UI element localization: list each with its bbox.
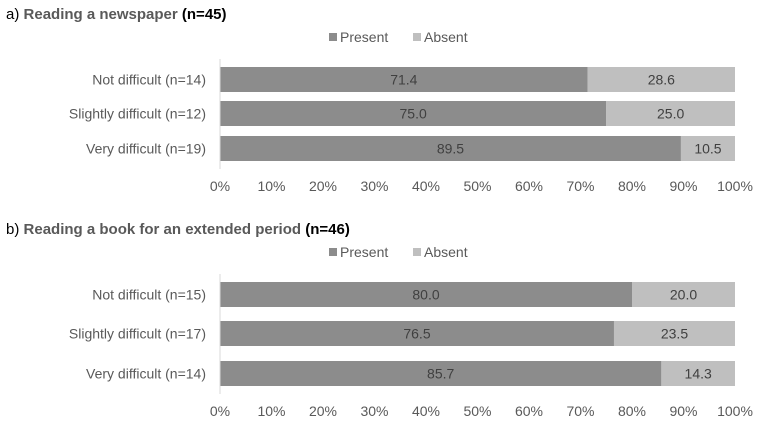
x-tick-label: 20% xyxy=(309,178,337,194)
bar-segment-absent xyxy=(613,321,735,346)
data-label-present: 80.0 xyxy=(412,287,439,303)
data-label-present: 89.5 xyxy=(437,141,464,157)
data-label-present: 76.5 xyxy=(403,326,430,342)
x-tick-label: 70% xyxy=(566,403,594,419)
chart-title-n: (n=46) xyxy=(301,221,350,238)
bar-segment-present xyxy=(220,67,588,92)
chart-title: b) Reading a book for an extended period… xyxy=(6,221,350,238)
data-label-present: 75.0 xyxy=(400,106,427,122)
category-label: Very difficult (n=19) xyxy=(86,141,206,157)
category-label: Not difficult (n=14) xyxy=(92,72,206,88)
legend-label-present: Present xyxy=(340,244,388,260)
legend-swatch-present xyxy=(329,33,337,41)
x-tick-label: 90% xyxy=(669,178,697,194)
category-label: Not difficult (n=15) xyxy=(92,287,206,303)
bar-segment-absent xyxy=(587,67,735,92)
x-tick-label: 30% xyxy=(360,403,388,419)
x-tick-label: 40% xyxy=(412,178,440,194)
x-tick-label: 0% xyxy=(210,403,230,419)
x-tick-label: 0% xyxy=(210,178,230,194)
legend-swatch-present xyxy=(329,248,337,256)
chart-panel-1: a) Reading a newspaper (n=45) Present Abse… xyxy=(6,6,753,194)
chart-title-prefix: b) xyxy=(6,221,24,238)
bar-segment-absent xyxy=(632,282,735,307)
bar-segment-present xyxy=(220,321,614,346)
data-label-absent: 23.5 xyxy=(661,326,688,342)
bar-segment-absent xyxy=(680,136,735,161)
chart-title-prefix: a) xyxy=(6,6,24,23)
bar-segment-absent xyxy=(606,101,735,126)
x-tick-label: 50% xyxy=(463,403,491,419)
data-label-absent: 10.5 xyxy=(694,141,721,157)
legend-label-absent: Absent xyxy=(424,244,468,260)
category-label: Slightly difficult (n=17) xyxy=(69,326,206,342)
data-label-absent: 25.0 xyxy=(657,106,684,122)
x-tick-label: 70% xyxy=(566,178,594,194)
bar-segment-present xyxy=(220,361,662,386)
legend-label-present: Present xyxy=(340,29,388,45)
legend-swatch-absent xyxy=(413,248,421,256)
x-tick-label: 100% xyxy=(717,403,753,419)
data-label-absent: 28.6 xyxy=(648,72,675,88)
data-label-absent: 14.3 xyxy=(685,366,712,382)
bar-segment-present xyxy=(220,101,607,126)
chart-title-text: Reading a book for an extended period xyxy=(24,221,302,238)
x-tick-label: 30% xyxy=(360,178,388,194)
x-tick-label: 20% xyxy=(309,403,337,419)
x-tick-label: 60% xyxy=(515,178,543,194)
x-tick-label: 80% xyxy=(618,403,646,419)
x-tick-label: 10% xyxy=(257,403,285,419)
x-tick-label: 60% xyxy=(515,403,543,419)
data-label-present: 71.4 xyxy=(390,72,417,88)
data-label-absent: 20.0 xyxy=(670,287,697,303)
legend: Present Absent xyxy=(329,244,468,260)
bar-segment-absent xyxy=(661,361,735,386)
category-label: Slightly difficult (n=12) xyxy=(69,106,206,122)
bar-segment-present xyxy=(220,136,681,161)
x-tick-label: 50% xyxy=(463,178,491,194)
legend-label-absent: Absent xyxy=(424,29,468,45)
x-tick-label: 40% xyxy=(412,403,440,419)
bar-segment-present xyxy=(220,282,632,307)
chart-title-n: (n=45) xyxy=(178,6,227,23)
x-tick-label: 10% xyxy=(257,178,285,194)
chart-panel-2: b) Reading a book for an extended period… xyxy=(6,221,753,419)
x-tick-label: 90% xyxy=(669,403,697,419)
data-label-present: 85.7 xyxy=(427,366,454,382)
x-tick-label: 100% xyxy=(717,178,753,194)
legend: Present Absent xyxy=(329,29,468,45)
x-tick-label: 80% xyxy=(618,178,646,194)
legend-swatch-absent xyxy=(413,33,421,41)
chart-title-text: Reading a newspaper xyxy=(24,6,178,23)
category-label: Very difficult (n=14) xyxy=(86,366,206,382)
chart-title: a) Reading a newspaper (n=45) xyxy=(6,6,227,23)
